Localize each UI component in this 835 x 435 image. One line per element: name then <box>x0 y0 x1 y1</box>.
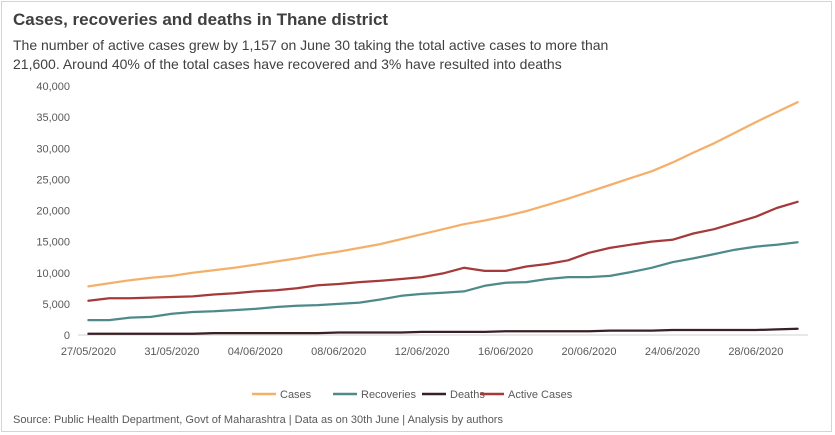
y-tick-label: 25,000 <box>36 174 70 186</box>
legend-label-deaths: Deaths <box>450 389 485 401</box>
legend-label-active-cases: Active Cases <box>508 389 573 401</box>
x-tick-label: 27/05/2020 <box>61 346 116 358</box>
chart-subtitle: The number of active cases grew by 1,157… <box>13 37 609 72</box>
series-line-cases <box>87 101 799 288</box>
x-tick-label: 08/06/2020 <box>311 346 366 358</box>
y-axis: 0 5,000 10,000 15,000 20,000 25,000 30,000 35,0… <box>36 81 70 342</box>
legend: Cases Recoveries Deaths Active Cases <box>252 389 573 401</box>
y-tick-label: 0 <box>64 330 70 342</box>
chart-title: Cases, recoveries and deaths in Thane di… <box>13 10 389 29</box>
y-tick-label: 5,000 <box>42 299 70 311</box>
x-tick-label: 04/06/2020 <box>228 346 283 358</box>
series-lines <box>87 101 799 335</box>
legend-label-cases: Cases <box>280 389 312 401</box>
x-tick-label: 20/06/2020 <box>561 346 616 358</box>
y-tick-label: 40,000 <box>36 81 70 93</box>
y-tick-label: 15,000 <box>36 237 70 249</box>
x-tick-label: 24/06/2020 <box>645 346 700 358</box>
series-line-active-cases <box>87 200 799 302</box>
x-tick-label: 28/06/2020 <box>728 346 783 358</box>
x-tick-label: 31/05/2020 <box>144 346 199 358</box>
source-note: Source: Public Health Department, Govt o… <box>13 414 503 426</box>
y-tick-label: 35,000 <box>36 112 70 124</box>
x-tick-label: 16/06/2020 <box>478 346 533 358</box>
x-axis: 27/05/2020 31/05/2020 04/06/2020 08/06/2020… <box>61 346 783 358</box>
series-line-recoveries <box>87 241 799 322</box>
y-tick-label: 20,000 <box>36 206 70 218</box>
y-tick-label: 10,000 <box>36 268 70 280</box>
x-tick-label: 12/06/2020 <box>395 346 450 358</box>
series-line-deaths <box>87 327 799 335</box>
legend-label-recoveries: Recoveries <box>361 389 417 401</box>
y-tick-label: 30,000 <box>36 143 70 155</box>
